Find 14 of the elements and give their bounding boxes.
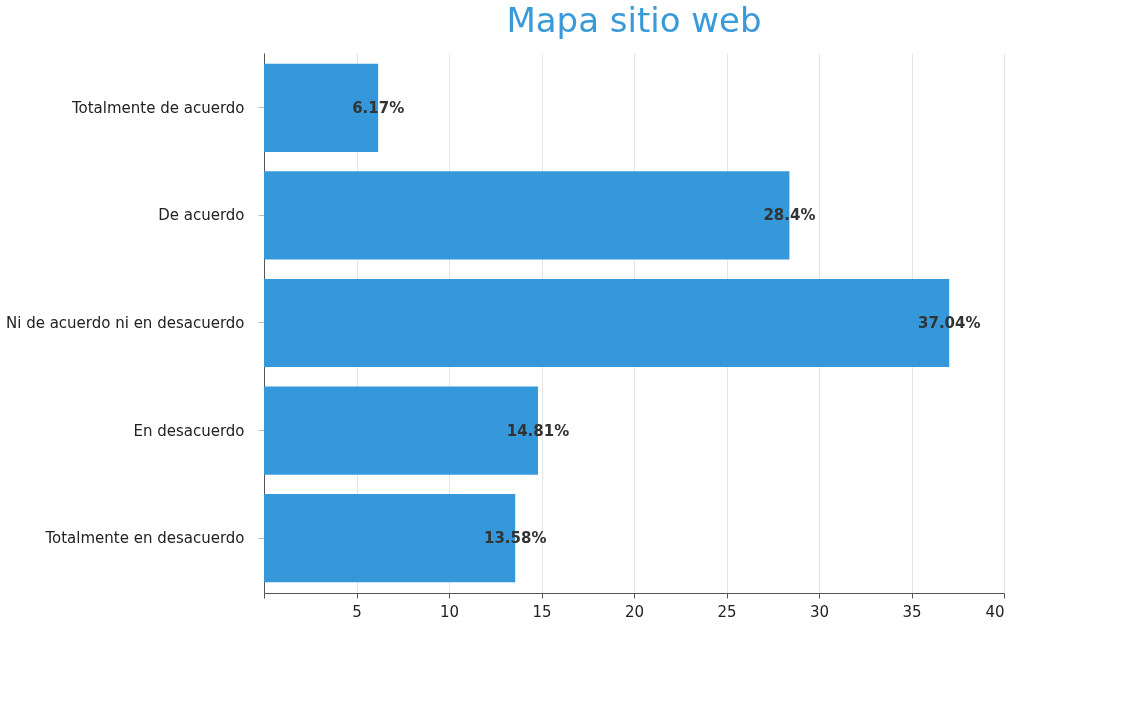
y-tick-label: Totalmente de acuerdo xyxy=(70,98,245,117)
y-tick-label: En desacuerdo xyxy=(133,421,245,440)
y-tick-label: Ni de acuerdo ni en desacuerdo xyxy=(5,314,245,332)
x-tick-label: 30 xyxy=(809,602,830,621)
x-tick-label: 40 xyxy=(985,602,1005,621)
x-tick-label: 5 xyxy=(352,602,362,621)
chart-title: Mapa sitio web xyxy=(506,0,762,40)
x-tick-label: 10 xyxy=(439,602,460,621)
x-tick-label: 20 xyxy=(624,602,645,621)
x-tick-label: 15 xyxy=(532,602,552,621)
y-tick-label: Totalmente en desacuerdo xyxy=(44,529,245,548)
x-tick-label: 35 xyxy=(902,602,922,621)
y-tick-label: De acuerdo xyxy=(158,206,245,225)
x-tick-label: 25 xyxy=(717,602,737,621)
